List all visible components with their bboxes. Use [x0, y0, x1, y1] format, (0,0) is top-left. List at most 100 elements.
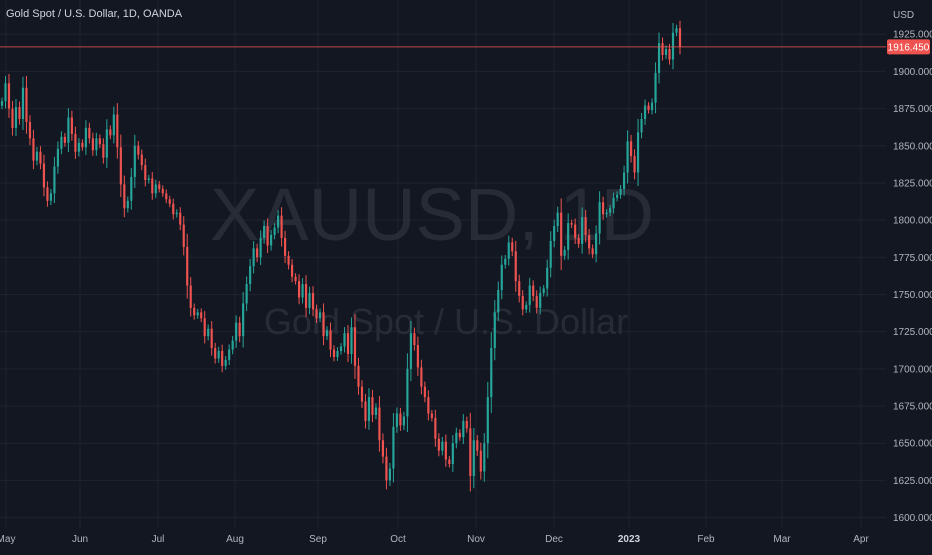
candle-body [221, 351, 224, 366]
time-tick-label: Nov [467, 534, 485, 545]
watermark-description: Gold Spot / U.S. Dollar [264, 301, 628, 342]
candle-body [140, 154, 143, 166]
candle-body [84, 127, 87, 148]
candle-body [476, 440, 479, 451]
candle-body [385, 456, 388, 481]
candle-body [532, 285, 535, 296]
candle-body [650, 102, 654, 111]
candle-body [560, 212, 563, 256]
candle-body [374, 407, 378, 415]
candle-body [339, 346, 343, 352]
candle-body [77, 142, 80, 152]
candle-body [329, 330, 332, 350]
candle-body [367, 397, 371, 421]
candle-body [609, 208, 612, 213]
candle-body [189, 285, 192, 308]
time-tick-label: Jul [152, 534, 165, 545]
candle-body [35, 151, 39, 161]
candle-body [549, 240, 552, 268]
price-tick-label: 1875.000 [893, 104, 932, 115]
candle-body [434, 417, 437, 439]
candle-body [238, 322, 241, 337]
candle-body [263, 226, 266, 238]
candle-body [657, 43, 661, 73]
price-tick-label: 1725.000 [893, 327, 932, 338]
candle-body [214, 348, 217, 359]
candle-body [245, 284, 248, 304]
time-tick-label: Dec [545, 534, 563, 545]
candle-body [304, 284, 308, 308]
candle-body [130, 176, 133, 201]
time-axis[interactable]: May Jun Jul Aug Sep Oct Nov Dec 2023 Feb Mar Apr [0, 528, 932, 550]
candle-body [567, 223, 570, 250]
price-tick-label: 1750.000 [893, 290, 932, 301]
candle-body [553, 226, 556, 241]
candle-body [392, 426, 395, 469]
candle-body [193, 307, 196, 316]
candle-body [420, 367, 423, 387]
candle-body [123, 184, 126, 209]
price-axis[interactable]: USD 1600.000 1625.000 1650.000 1675.000 1700… [886, 0, 932, 528]
candle-body [346, 333, 350, 354]
candle-body [273, 227, 276, 235]
time-axis-bg [0, 528, 932, 550]
candle-body [472, 440, 475, 476]
candle-body [490, 348, 493, 398]
candle-body [63, 136, 66, 143]
candle-body [458, 432, 461, 438]
candle-body [18, 107, 21, 119]
candle-body [462, 420, 465, 438]
candle-body [154, 184, 157, 194]
candle-body [311, 293, 315, 310]
candle-body [671, 32, 675, 60]
candle-body [217, 351, 220, 359]
candle-body [25, 87, 28, 122]
candle-body [151, 178, 154, 194]
price-tick-label: 1600.000 [893, 513, 932, 524]
candle-body [402, 416, 405, 426]
candle-body [249, 266, 252, 285]
candle-body [256, 248, 259, 258]
price-tick-label: 1675.000 [893, 402, 932, 413]
candle-body [280, 215, 283, 238]
candle-body [588, 234, 591, 249]
candle-body [182, 224, 185, 247]
candle-body [647, 105, 650, 111]
price-tick-label: 1825.000 [893, 178, 932, 189]
candle-body [224, 359, 227, 366]
candle-body [196, 312, 199, 316]
candle-body [409, 333, 412, 369]
candle-body [116, 114, 119, 148]
candle-body [629, 141, 633, 157]
candle-body [294, 276, 297, 282]
candle-body [172, 203, 175, 215]
candle-body [70, 117, 73, 134]
candle-body [21, 87, 25, 119]
candle-body [448, 459, 451, 465]
axis-currency-label: USD [893, 10, 914, 21]
candle-body [378, 407, 381, 441]
candle-body [112, 114, 115, 136]
candle-body [507, 242, 510, 259]
candle-body [584, 217, 587, 235]
candle-body [81, 142, 84, 148]
candle-body [207, 328, 210, 337]
price-tick-label: 1625.000 [893, 476, 932, 487]
grid [0, 0, 886, 528]
last-price-label-bg [887, 39, 930, 55]
candle-body [315, 309, 318, 319]
candle-body [539, 293, 542, 308]
candle-body [252, 248, 255, 267]
candle-body [661, 43, 664, 56]
candle-body [595, 233, 598, 255]
candle-body [175, 212, 178, 215]
candle-body [60, 136, 63, 149]
candle-body [360, 386, 364, 402]
candle-body [336, 351, 339, 357]
candle-body [518, 281, 521, 296]
candle-body [56, 148, 60, 167]
candle-body [427, 397, 430, 414]
